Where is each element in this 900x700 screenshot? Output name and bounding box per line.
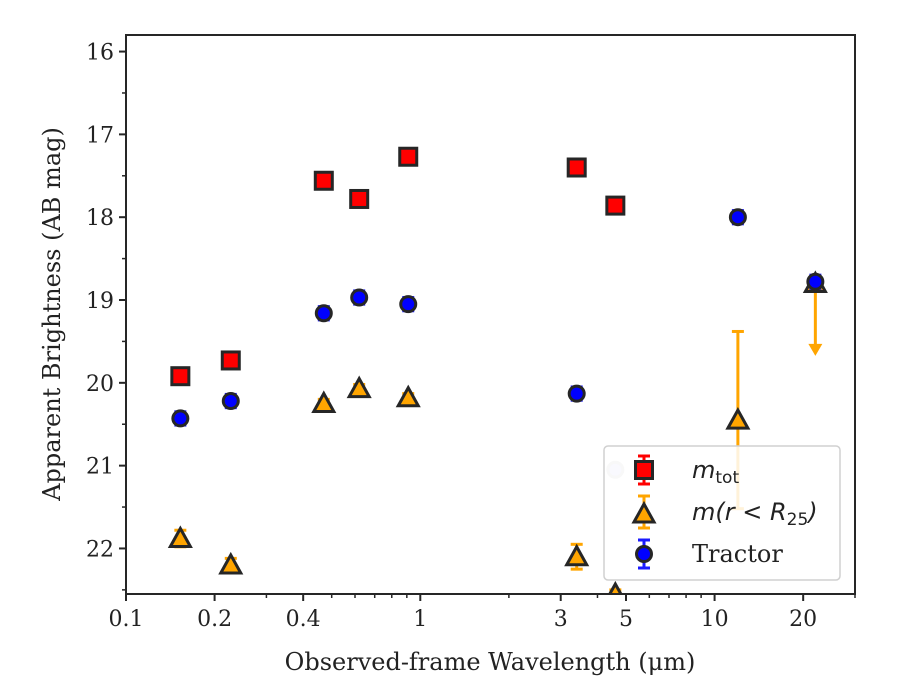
data-point-circle-1 [221,392,240,411]
legend-tractor-label: Tractor [692,540,783,568]
data-point-triangle-5 [564,543,590,567]
data-point-square-6 [605,195,626,216]
y-tick-label-17: 17 [86,123,114,148]
x-tick-label-1: 1 [413,607,427,632]
data-point-square-2 [313,170,334,191]
x-axis-label: Observed-frame Wavelength (μm) [285,648,696,676]
y-axis-label: Apparent Brightness (AB mag) [38,127,66,502]
y-tick-label-16: 16 [86,41,114,66]
data-point-triangle-7 [725,407,751,430]
x-tick-label-20: 20 [789,607,817,632]
data-point-square-1 [220,350,241,371]
data-point-square-4 [398,146,419,167]
legend-m-tot-subscript: tot [715,468,739,488]
x-tick-label-0.1: 0.1 [109,607,144,632]
y-tick-label-21: 21 [86,455,114,480]
x-tick-label-3: 3 [554,607,568,632]
data-point-triangle-2 [311,390,337,414]
data-point-circle-7 [728,208,747,227]
y-tick-label-18: 18 [86,206,114,231]
legend-m-r25-close: ) [806,498,817,526]
x-tick-label-10: 10 [701,607,729,632]
legend-m-r25-subscript: 25 [787,510,809,530]
data-point-circle-3 [350,288,369,307]
data-point-triangle-3 [346,375,372,399]
data-point-triangle-1 [218,551,244,575]
legend-box [603,445,841,581]
data-point-square-3 [349,188,370,209]
data-point-square-5 [566,157,587,178]
x-tick-label-5: 5 [619,607,633,632]
data-point-circle-2 [314,304,333,323]
plot-frame [125,34,856,595]
data-point-square-0 [170,366,191,387]
data-point-circle-0 [171,409,190,428]
x-tick-label-0.4: 0.4 [286,607,321,632]
x-tick-label-0.2: 0.2 [197,607,232,632]
data-point-triangle-0 [167,525,193,549]
data-point-triangle-8-limit-arrow [808,343,823,356]
legend-m-r25-marker [631,500,657,524]
axes: 16 17 18 19 20 21 22 0.1 0.2 0.4 1 3 5 10 20 [86,34,856,632]
data-point-circle-5 [567,384,586,403]
y-tick-label-19: 19 [86,289,114,314]
legend-tractor-marker [635,545,653,563]
y-tick-label-20: 20 [86,372,114,397]
legend-m-tot-marker [634,460,654,480]
series-square [170,146,626,387]
data-point-circle-8 [806,272,825,291]
y-tick-label-22: 22 [86,537,114,562]
data-point-triangle-4 [395,384,421,408]
data-point-circle-4 [399,295,418,314]
